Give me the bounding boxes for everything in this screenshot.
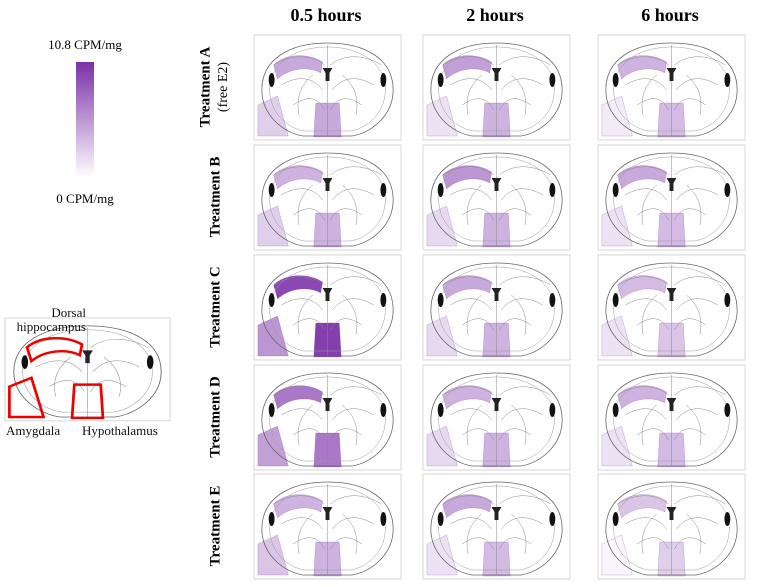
region — [426, 95, 458, 137]
brain-panel — [597, 144, 746, 251]
region — [257, 205, 289, 247]
brain-panel — [422, 144, 571, 251]
brain-panel — [597, 34, 746, 141]
region — [257, 425, 289, 467]
region — [273, 494, 323, 519]
colorbar-label: 0 CPM/mg — [56, 191, 114, 206]
region — [617, 165, 667, 190]
region — [442, 165, 492, 190]
brain-panel — [422, 34, 571, 141]
brain-panel — [253, 144, 402, 251]
brain-panel — [253, 364, 402, 471]
region — [617, 55, 667, 80]
brain-panel — [597, 473, 746, 580]
brain-panel — [597, 364, 746, 471]
region-outline — [8, 376, 46, 419]
row-label: Treatment C — [207, 266, 223, 348]
region — [273, 165, 323, 190]
row-note: (free E2) — [216, 62, 231, 112]
region — [426, 205, 458, 247]
region — [257, 315, 289, 357]
region-outline — [70, 383, 105, 420]
region-label: Dorsal hippocampus — [16, 305, 86, 334]
region-outline — [25, 336, 84, 364]
brain-panel — [422, 254, 571, 361]
region — [601, 425, 633, 467]
region — [617, 385, 667, 410]
region — [617, 494, 667, 519]
brain-panel — [597, 254, 746, 361]
brain-panel — [253, 34, 402, 141]
region — [617, 275, 667, 300]
region — [601, 205, 633, 247]
region — [426, 425, 458, 467]
colorbar-label: 10.8 CPM/mg — [48, 37, 122, 52]
region — [257, 95, 289, 137]
brain-panel — [422, 364, 571, 471]
row-label: Treatment E — [207, 486, 223, 567]
region-label: Amygdala — [6, 423, 61, 438]
region — [442, 55, 492, 80]
column-header: 6 hours — [641, 5, 699, 25]
colorbar — [76, 62, 94, 178]
region — [426, 534, 458, 576]
row-label: Treatment D — [207, 376, 223, 458]
region — [442, 385, 492, 410]
region-legend — [4, 317, 171, 422]
region — [273, 385, 323, 410]
region — [601, 315, 633, 357]
region — [442, 275, 492, 300]
column-header: 0.5 hours — [290, 5, 361, 25]
brain-panel — [422, 473, 571, 580]
region — [273, 275, 323, 300]
region — [601, 534, 633, 576]
column-header: 2 hours — [466, 5, 524, 25]
region — [426, 315, 458, 357]
brain-panel — [253, 473, 402, 580]
region — [601, 95, 633, 137]
region — [257, 534, 289, 576]
row-label: Treatment A — [197, 47, 213, 128]
region — [442, 494, 492, 519]
region — [273, 55, 323, 80]
region-label: Hypothalamus — [82, 423, 158, 438]
brain-panel — [253, 254, 402, 361]
row-label: Treatment B — [207, 157, 223, 238]
